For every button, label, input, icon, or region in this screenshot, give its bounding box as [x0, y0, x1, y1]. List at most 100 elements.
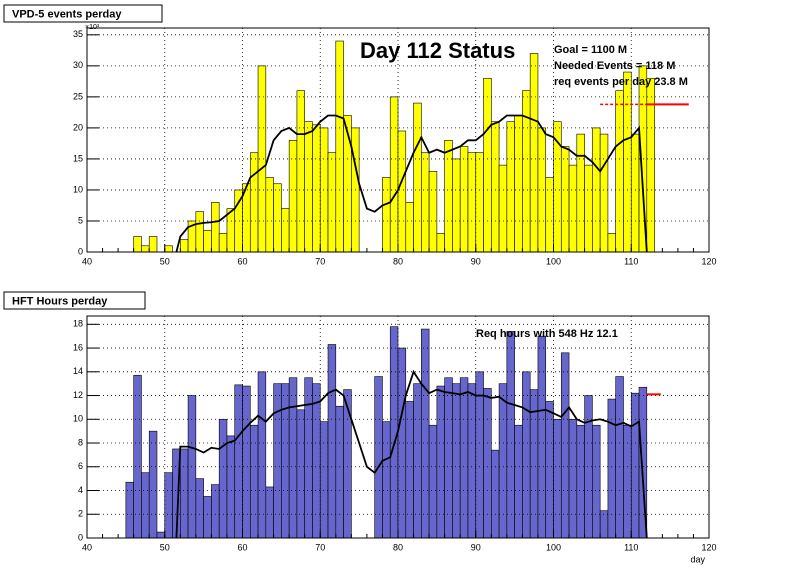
y-tick-label: 20 — [73, 122, 83, 132]
x-tick-label: 100 — [546, 256, 561, 266]
histogram-bar — [421, 328, 430, 539]
plot-frame — [86, 27, 710, 253]
y-tick-label: 30 — [73, 60, 83, 70]
plot-frame — [86, 315, 710, 539]
histogram-bar — [475, 371, 484, 539]
y-multiplier: ×10³ — [85, 24, 100, 31]
histogram-bar — [490, 449, 500, 539]
histogram-bar — [281, 208, 290, 253]
histogram-bar — [389, 96, 399, 253]
histogram-bar — [273, 383, 282, 539]
histogram-bar — [265, 486, 274, 539]
histogram-bar — [483, 77, 492, 253]
histogram-bar — [203, 229, 212, 253]
y-tick-label: 2 — [78, 509, 83, 519]
histogram-bar — [156, 531, 166, 539]
histogram-bar — [226, 208, 236, 253]
histogram-bar — [615, 376, 624, 539]
x-tick-label: 110 — [624, 256, 638, 266]
histogram-bar — [265, 177, 274, 253]
histogram-bar — [545, 401, 554, 539]
histogram-bar — [249, 424, 259, 539]
histogram-bar — [545, 177, 554, 253]
histogram-bar — [576, 424, 585, 539]
y-tick-label: 0 — [78, 246, 83, 256]
histogram-bar — [195, 478, 204, 539]
annotation: req events per day 23.8 M — [554, 76, 688, 88]
histogram-bar — [148, 236, 158, 253]
histogram-bar — [382, 421, 391, 539]
histogram-bar — [413, 102, 422, 253]
y-tick-label: 25 — [73, 91, 83, 101]
histogram-bar — [288, 140, 298, 253]
histogram-bar — [459, 146, 469, 253]
x-tick-label: 120 — [701, 256, 716, 266]
histogram-bar — [319, 421, 329, 539]
histogram-bar — [607, 398, 616, 539]
histogram-bar — [568, 164, 578, 253]
y-tick-label: 6 — [78, 461, 83, 471]
histogram-bar — [592, 127, 601, 253]
histogram-bar — [592, 424, 601, 539]
histogram-bar — [568, 418, 578, 539]
histogram-bar — [319, 127, 329, 253]
histogram-bar — [607, 233, 616, 253]
histogram-bar — [459, 377, 469, 539]
histogram-bar — [133, 375, 142, 539]
histogram-bar — [514, 115, 523, 253]
x-tick-label: 100 — [546, 542, 561, 552]
y-tick-label: 10 — [73, 184, 83, 194]
histogram-bar — [211, 202, 220, 253]
title-box — [3, 4, 163, 23]
x-tick-label: 50 — [160, 542, 170, 552]
histogram-bar — [382, 177, 391, 253]
histogram-bar — [374, 376, 383, 539]
histogram-bar — [164, 472, 173, 539]
title-box — [3, 291, 146, 310]
histogram-bar — [452, 383, 461, 539]
histogram-bar — [623, 424, 632, 539]
histogram-bar — [242, 385, 251, 539]
x-tick-label: 60 — [237, 542, 247, 552]
x-tick-label: 40 — [82, 542, 92, 552]
histogram-bar — [296, 90, 305, 253]
y-tick-label: 16 — [73, 342, 83, 352]
annotation: Req hours with 548 Hz 12.1 — [476, 328, 618, 340]
histogram-bar — [436, 233, 445, 253]
histogram-bar — [599, 133, 609, 253]
histogram-bar — [553, 418, 562, 539]
x-tick-label: 40 — [82, 256, 92, 266]
histogram-bar — [141, 245, 150, 253]
annotation: Needed Events = 118 M — [554, 60, 675, 72]
histogram-bar — [343, 115, 352, 253]
y-tick-label: 5 — [78, 215, 83, 225]
annotation: Goal = 1100 M — [554, 44, 627, 56]
histogram-bar — [148, 430, 158, 539]
chart-title: VPD-5 events perday — [12, 8, 122, 20]
x-tick-label: 90 — [471, 256, 481, 266]
histogram-bar — [218, 233, 228, 253]
histogram-bar — [281, 383, 290, 539]
y-tick-label: 12 — [73, 390, 83, 400]
histogram-bar — [475, 152, 484, 253]
histogram-bar — [141, 472, 150, 539]
histogram-bar — [405, 401, 414, 539]
histogram-bar — [296, 409, 305, 539]
histogram-bar — [327, 344, 337, 539]
y-tick-label: 18 — [73, 319, 83, 329]
histogram-bar — [249, 152, 259, 253]
histogram-bar — [490, 121, 500, 253]
y-tick-label: 0 — [78, 532, 83, 542]
histogram-bar — [312, 383, 321, 539]
y-tick-label: 14 — [73, 366, 83, 376]
x-tick-label: 70 — [315, 542, 325, 552]
smoothed-line — [175, 369, 648, 539]
x-tick-label: 110 — [624, 542, 638, 552]
histogram-bar — [522, 90, 531, 253]
histogram-bar — [335, 405, 344, 539]
histogram-bar — [203, 496, 212, 539]
histogram-bar — [522, 371, 531, 539]
histogram-bar — [234, 384, 243, 539]
histogram-bar — [576, 133, 585, 253]
histogram-bar — [180, 448, 189, 539]
